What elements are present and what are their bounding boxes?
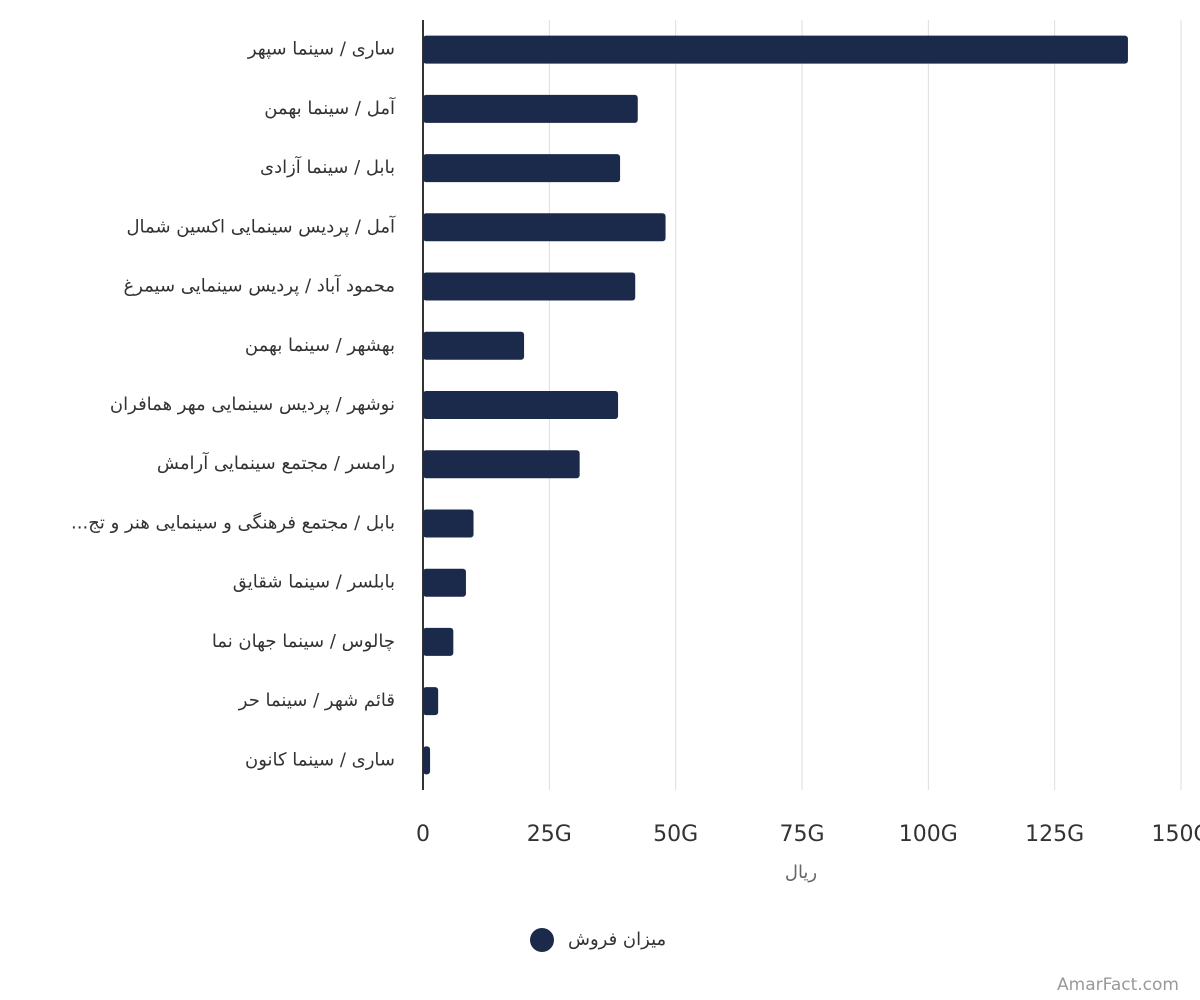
bar bbox=[423, 568, 466, 597]
y-tick-label: آمل / پردیس سینمایی اکسین شمال bbox=[126, 214, 396, 237]
y-tick-label: چالوس / سینما جهان نما bbox=[212, 631, 395, 652]
y-tick-label: رامسر / مجتمع سینمایی آرامش bbox=[157, 451, 395, 474]
bar bbox=[423, 391, 619, 419]
x-tick-label: 0 bbox=[416, 822, 430, 847]
bar bbox=[423, 331, 525, 360]
bar bbox=[423, 450, 580, 479]
x-tick-label: 125G bbox=[1025, 822, 1084, 847]
bar bbox=[423, 746, 431, 775]
y-tick-label: بهشهر / سینما بهمن bbox=[245, 335, 395, 356]
bar bbox=[423, 213, 666, 242]
bar bbox=[423, 509, 474, 538]
bar bbox=[423, 154, 621, 183]
y-tick-label: بابل / سینما آزادی bbox=[260, 155, 395, 178]
x-tick-label: 50G bbox=[653, 822, 698, 847]
bar bbox=[423, 35, 1128, 64]
y-tick-label: قائم شهر / سینما حر bbox=[238, 690, 395, 711]
x-tick-label: 25G bbox=[527, 822, 572, 847]
y-tick-label: محمود آباد / پردیس سینمایی سیمرغ bbox=[123, 274, 395, 297]
bar bbox=[423, 94, 638, 123]
bar bbox=[423, 687, 439, 716]
source: AmarFact.com bbox=[1057, 975, 1179, 995]
y-tick-label: نوشهر / پردیس سینمایی مهر همافران bbox=[110, 394, 395, 415]
x-tick-label: 150G bbox=[1151, 822, 1200, 847]
y-tick-label: بابل / مجتمع فرهنگی و سینمایی هنر و تج..… bbox=[71, 511, 395, 533]
legend-label: میزان فروش bbox=[568, 929, 666, 950]
bar bbox=[423, 272, 636, 301]
x-tick-label: 100G bbox=[899, 822, 958, 847]
y-tick-label: ساری / سینما سپهر bbox=[247, 39, 395, 60]
y-tick-label: بابلسر / سینما شقایق bbox=[233, 572, 395, 593]
y-tick-label: ساری / سینما کانون bbox=[245, 749, 395, 770]
x-axis-label: ریال bbox=[785, 862, 817, 883]
x-tick-label: 75G bbox=[779, 822, 824, 847]
bar bbox=[423, 627, 454, 656]
legend-marker bbox=[530, 928, 554, 952]
y-tick-label: آمل / سینما بهمن bbox=[264, 96, 396, 119]
